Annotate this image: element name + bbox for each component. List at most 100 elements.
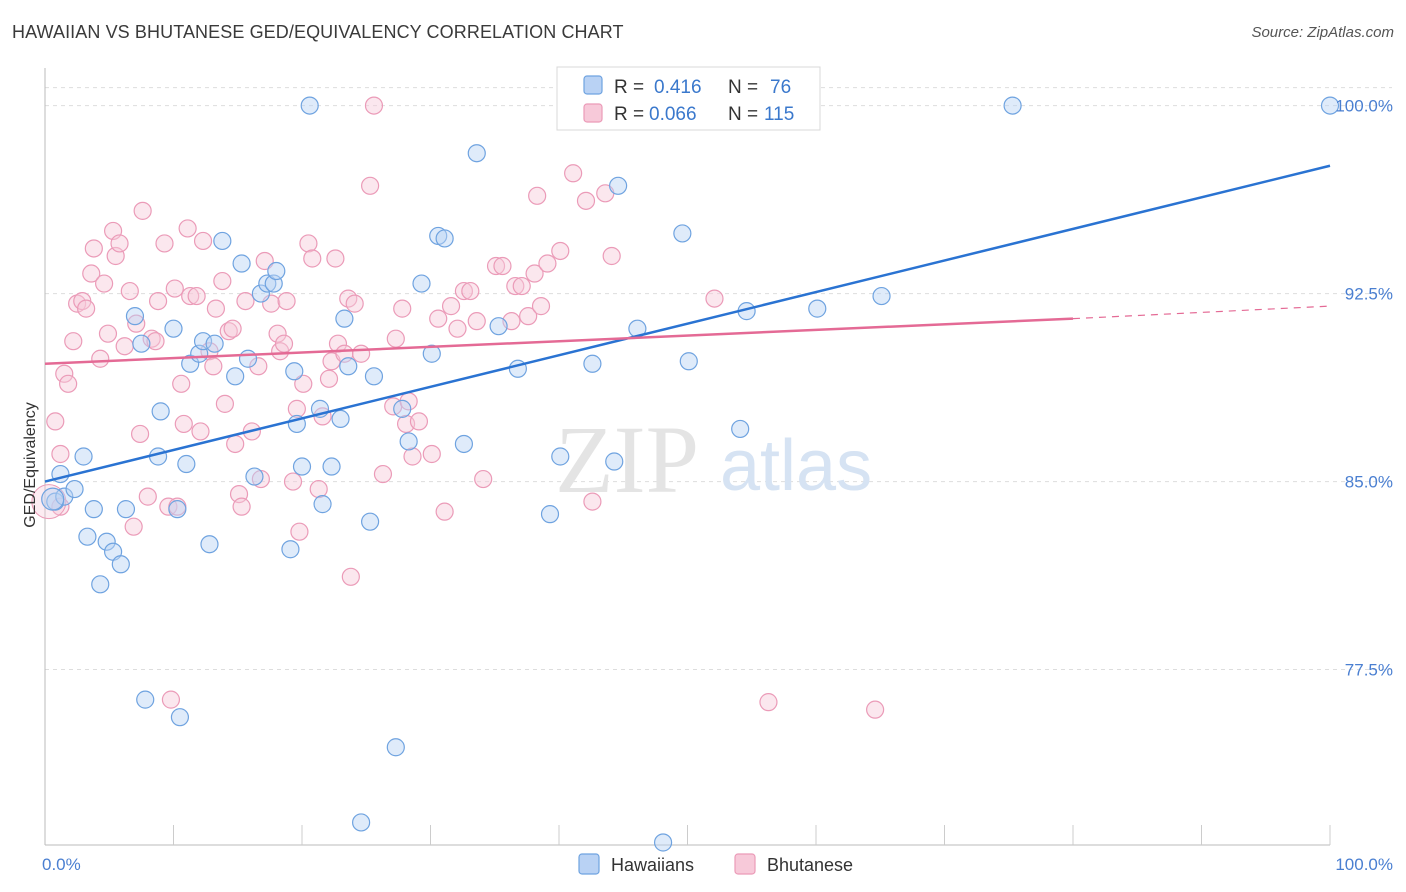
bhutanese-point bbox=[759, 693, 778, 712]
trend-line-bhutanese bbox=[44, 317, 1074, 366]
bhutanese-point bbox=[161, 690, 181, 709]
y-tick-label-1: 85.0% bbox=[1345, 473, 1393, 492]
hawaiian-point bbox=[193, 332, 213, 351]
hawaiian-point bbox=[170, 708, 190, 727]
hawaiian-point bbox=[352, 813, 371, 832]
bhutanese-point bbox=[409, 412, 429, 431]
hawaiian-point bbox=[177, 454, 196, 474]
hawaiian-point bbox=[609, 176, 628, 195]
hawaiian-point bbox=[393, 399, 412, 418]
hawaiian-point bbox=[386, 738, 405, 757]
trend-line-hawaiians bbox=[44, 164, 1331, 483]
bhutanese-point bbox=[506, 276, 525, 296]
bhutanese-point bbox=[95, 274, 114, 293]
hawaiian-point bbox=[364, 367, 384, 386]
bhutanese-point bbox=[64, 332, 83, 351]
hawaiian-point bbox=[164, 319, 183, 338]
hawaiian-point bbox=[653, 833, 673, 852]
bottom-legend-swatch-hawaiians bbox=[578, 853, 600, 875]
bhutanese-point bbox=[226, 434, 245, 454]
bhutanese-point bbox=[206, 299, 226, 318]
hawaiian-point bbox=[84, 500, 103, 519]
hawaiian-point bbox=[181, 354, 200, 373]
bhutanese-point bbox=[91, 349, 110, 368]
bhutanese-point bbox=[82, 264, 101, 283]
bhutanese-point bbox=[309, 479, 328, 499]
hawaiian-point bbox=[91, 575, 110, 594]
bhutanese-point bbox=[448, 319, 467, 338]
hawaiian-point bbox=[551, 447, 570, 466]
bhutanese-point bbox=[474, 469, 493, 489]
legend-n-value-2: 115 bbox=[764, 104, 794, 125]
hawaiian-point bbox=[136, 690, 155, 709]
hawaiian-point bbox=[339, 357, 358, 376]
bhutanese-point bbox=[528, 186, 547, 205]
axes bbox=[44, 68, 1331, 846]
hawaiian-point bbox=[467, 144, 486, 163]
bhutanese-point bbox=[341, 567, 360, 586]
bhutanese-point bbox=[493, 256, 512, 276]
watermark-zip: ZIP bbox=[555, 406, 699, 513]
hawaiian-point bbox=[454, 434, 474, 454]
hawaiian-point bbox=[267, 261, 286, 281]
bhutanese-point bbox=[187, 286, 206, 306]
bhutanese-point bbox=[576, 191, 596, 210]
legend-swatch-bhutanese bbox=[583, 103, 603, 123]
bhutanese-point bbox=[127, 314, 146, 333]
bhutanese-point bbox=[120, 281, 139, 301]
hawaiian-point bbox=[489, 317, 508, 336]
bhutanese-point bbox=[236, 292, 255, 311]
bhutanese-point bbox=[172, 374, 191, 393]
bhutanese-point bbox=[55, 364, 74, 383]
bhutanese-point bbox=[155, 234, 174, 253]
x-tick-labels: 0.0% 100.0% bbox=[42, 855, 1393, 874]
bhutanese-point bbox=[146, 332, 165, 351]
bhutanese-point bbox=[274, 334, 294, 353]
bhutanese-point bbox=[303, 249, 322, 268]
bhutanese-point bbox=[268, 324, 287, 343]
bhutanese-point bbox=[705, 289, 724, 308]
bhutanese-point bbox=[130, 424, 150, 444]
bhutanese-point bbox=[364, 96, 384, 115]
bhutanese-point bbox=[287, 399, 306, 418]
source-credit: Source: ZipAtlas.com bbox=[1251, 24, 1394, 41]
bhutanese-point bbox=[525, 264, 544, 283]
y-tick-label-0: 77.5% bbox=[1345, 661, 1393, 680]
bhutanese-point bbox=[454, 281, 474, 301]
hawaiian-point bbox=[213, 231, 232, 251]
bottom-legend-swatch-bhutanese bbox=[734, 853, 756, 875]
bhutanese-point bbox=[361, 176, 380, 195]
bhutanese-point bbox=[165, 279, 184, 298]
bhutanese-point bbox=[215, 394, 234, 413]
bhutanese-point bbox=[138, 487, 157, 506]
hawaiian-point bbox=[226, 367, 245, 386]
bhutanese-point bbox=[441, 297, 461, 316]
hawaiian-point bbox=[55, 487, 74, 506]
hawaiian-point bbox=[435, 229, 454, 248]
legend-swatch-hawaiians bbox=[583, 75, 603, 95]
hawaiian-point bbox=[399, 432, 418, 451]
bhutanese-point bbox=[866, 700, 885, 719]
bhutanese-point bbox=[319, 369, 339, 388]
hawaiian-point bbox=[540, 505, 560, 524]
chart-title: HAWAIIAN VS BHUTANESE GED/EQUIVALENCY CO… bbox=[12, 22, 624, 42]
legend-n-label-1: N = bbox=[728, 77, 758, 98]
hawaiian-point bbox=[65, 479, 84, 499]
bhutanese-point bbox=[174, 414, 193, 434]
bhutanese-point bbox=[531, 297, 551, 316]
hawaiian-point bbox=[335, 309, 354, 328]
bhutanese-point bbox=[232, 497, 251, 516]
hawaiian-point bbox=[313, 495, 332, 514]
hawaiian-point bbox=[412, 274, 431, 293]
hawaiian-point bbox=[41, 487, 65, 511]
hawaiian-point bbox=[205, 334, 224, 353]
legend-n-label-2: N = bbox=[728, 104, 758, 125]
grid-lines bbox=[45, 87, 1392, 671]
y-axis-label: GED/Equivalency bbox=[22, 402, 39, 527]
hawaiian-point bbox=[251, 284, 270, 303]
series-hawaiians-points bbox=[41, 96, 1340, 852]
legend-r-value-2: 0.066 bbox=[649, 104, 697, 125]
y-tick-label-2: 92.5% bbox=[1345, 285, 1393, 304]
hawaiian-point bbox=[679, 352, 698, 371]
